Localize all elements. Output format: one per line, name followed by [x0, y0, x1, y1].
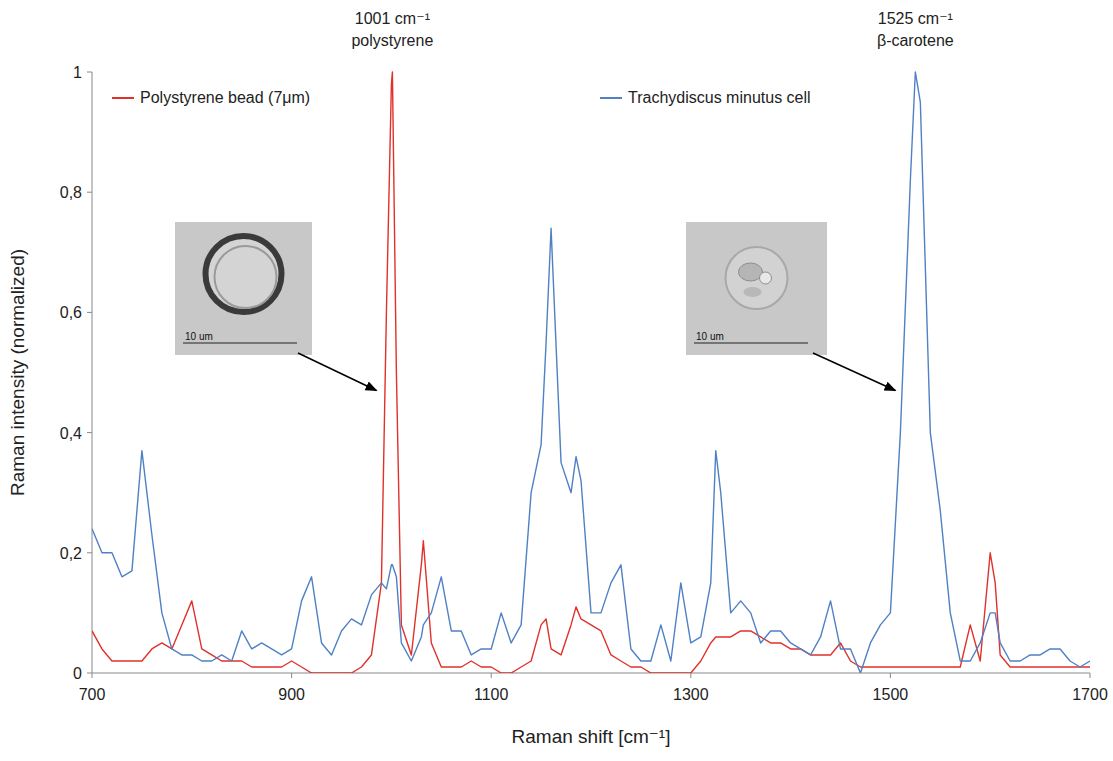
x-tick-label: 700 [79, 686, 106, 703]
chart: 700 900 1100 1300 1500 1700 0 0,2 0,4 0,6 0,8 1 Rama… [0, 0, 1113, 761]
y-tick [87, 432, 92, 433]
legend-entry: Polystyrene bead (7μm) [112, 89, 310, 106]
y-axis [92, 72, 93, 673]
scale-bar-label: 10 um [696, 331, 724, 342]
inset-arrow [813, 353, 895, 391]
x-tick-label: 1500 [873, 686, 909, 703]
plot-area [92, 72, 1090, 673]
x-tick-label: 1100 [474, 686, 509, 703]
bead [206, 236, 282, 312]
scale-bar-label: 10 um [185, 331, 213, 342]
y-tick-label: 1 [73, 64, 82, 81]
y-tick [87, 673, 92, 674]
series-line [92, 72, 1090, 673]
legend-label: Polystyrene bead (7μm) [140, 89, 310, 106]
x-axis [92, 673, 1090, 674]
cell-body [744, 287, 762, 297]
micrograph-inset: 10 um [175, 222, 312, 355]
bead-rim [215, 246, 277, 308]
x-tick [291, 673, 292, 678]
x-tick [1090, 673, 1091, 678]
series-line [92, 72, 1090, 673]
y-tick-label: 0 [73, 665, 82, 682]
y-tick [87, 192, 92, 193]
y-tick [87, 312, 92, 313]
y-tick-label: 0,4 [60, 425, 82, 442]
legend-swatch [600, 97, 622, 99]
x-tick-label: 1700 [1072, 686, 1108, 703]
micrograph-background [686, 222, 827, 355]
x-axis-title: Raman shift [cm⁻¹] [512, 726, 671, 747]
y-axis-title: Raman intensity (normalized) [7, 249, 28, 496]
x-tick [92, 673, 93, 678]
cell [726, 247, 788, 309]
x-tick [491, 673, 492, 678]
x-tick [890, 673, 891, 678]
x-tick [690, 673, 691, 678]
micrograph-inset: 10 um [686, 222, 827, 355]
scale-bar [183, 343, 297, 344]
peak-annotation: β-carotene [877, 32, 954, 49]
y-tick-label: 0,8 [60, 184, 82, 201]
y-tick [87, 552, 92, 553]
y-tick-label: 0,6 [60, 304, 82, 321]
peak-annotation: 1525 cm⁻¹ [878, 10, 953, 27]
scale-bar [694, 343, 808, 344]
peak-annotation: polystyrene [351, 32, 433, 49]
micrograph-background [175, 222, 312, 355]
x-tick-label: 1300 [673, 686, 709, 703]
cell-body [739, 263, 763, 281]
y-tick-label: 0,2 [60, 545, 82, 562]
cell-body [760, 272, 772, 284]
peak-annotation: 1001 cm⁻¹ [355, 10, 430, 27]
inset-arrow [298, 353, 376, 391]
legend-swatch [112, 97, 134, 99]
legend-label: Trachydiscus minutus cell [628, 89, 811, 106]
x-tick-label: 900 [278, 686, 305, 703]
y-tick [87, 72, 92, 73]
legend-entry: Trachydiscus minutus cell [600, 89, 811, 106]
